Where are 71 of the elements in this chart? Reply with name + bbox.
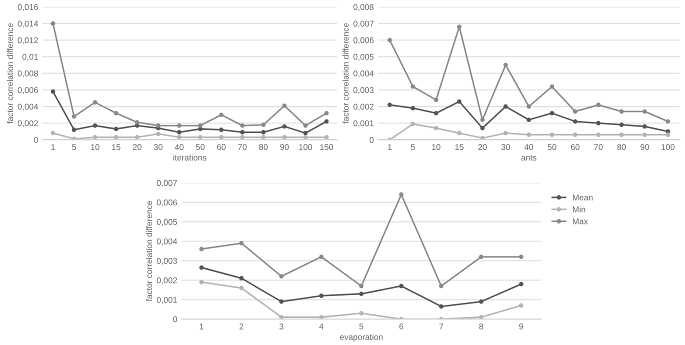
x-tick-label: 1 <box>200 324 204 330</box>
x-tick-label: 5 <box>72 144 76 150</box>
x-tick-label: 90 <box>640 144 650 150</box>
x-tick-label: 20 <box>478 144 487 150</box>
x-tick-label: 60 <box>570 144 580 150</box>
x-tick-label: 10 <box>91 144 100 150</box>
y-tick-label: 0,003 <box>156 258 177 265</box>
y-tick-label: 0,005 <box>353 54 374 61</box>
x-tick-label: 80 <box>617 144 626 150</box>
x-tick-label: 2 <box>240 324 244 330</box>
y-tick-label: 0,012 <box>18 37 38 44</box>
y-axis-title: factor correlation difference <box>6 23 14 124</box>
x-tick-label: 5 <box>359 324 364 330</box>
y-tick-label: 0,004 <box>156 238 178 246</box>
y-tick-label: 0,002 <box>18 120 38 128</box>
legend-label: Min <box>572 206 586 212</box>
x-tick-label: 80 <box>259 144 268 150</box>
x-tick-label: 30 <box>501 144 510 150</box>
y-tick-label: 0,007 <box>353 20 374 28</box>
y-tick-label: 0,007 <box>156 180 177 187</box>
y-axis-title: factor correlation difference <box>342 23 349 124</box>
x-tick-label: 15 <box>112 144 120 150</box>
x-tick-label: 20 <box>132 144 142 150</box>
x-tick-label: 70 <box>238 144 247 150</box>
x-tick-label: 8 <box>479 324 484 330</box>
x-tick-label: 90 <box>280 144 289 150</box>
y-tick-label: 0,001 <box>353 120 374 128</box>
y-tick-label: 0,016 <box>18 4 38 11</box>
y-tick-label: 0,006 <box>156 200 177 206</box>
x-tick-label: 9 <box>519 324 524 330</box>
x-tick-label: 7 <box>439 324 444 330</box>
x-tick-label: 6 <box>399 324 404 330</box>
y-tick-label: 0,002 <box>353 104 374 111</box>
legend-label: Max <box>572 218 588 224</box>
legend-label: Mean <box>572 194 593 200</box>
x-tick-label: 3 <box>279 324 284 330</box>
x-tick-label: 40 <box>174 144 184 150</box>
y-tick-label: 0 <box>370 136 374 143</box>
y-tick-label: 0,001 <box>156 296 177 304</box>
x-axis-title: ants <box>521 155 536 161</box>
x-axis-title: evaporation <box>340 334 383 342</box>
y-tick-label: 0,006 <box>18 87 38 94</box>
x-tick-label: 15 <box>455 144 464 150</box>
x-tick-label: 30 <box>154 144 162 150</box>
y-axis-title: factor correlation difference <box>146 200 152 302</box>
x-tick-label: 60 <box>217 144 226 150</box>
x-tick-label: 70 <box>594 144 603 150</box>
y-tick-label: 0,01 <box>22 54 38 61</box>
x-tick-label: 4 <box>319 324 324 330</box>
y-tick-label: 0,008 <box>18 70 38 78</box>
x-tick-label: 40 <box>524 144 534 150</box>
x-tick-label: 1 <box>388 144 392 150</box>
x-tick-label: 100 <box>662 144 675 150</box>
x-tick-label: 100 <box>299 144 312 150</box>
x-axis-title: iterations <box>173 154 206 161</box>
x-tick-label: 50 <box>548 144 556 150</box>
y-tick-label: 0,004 <box>18 104 38 111</box>
x-tick-label: 10 <box>432 144 440 150</box>
y-tick-label: 0,002 <box>156 277 177 284</box>
y-tick-label: 0,004 <box>353 70 374 78</box>
y-tick-label: 0,006 <box>353 37 374 44</box>
x-tick-label: 150 <box>320 144 334 150</box>
x-tick-label: 1 <box>51 144 55 150</box>
y-tick-label: 0,014 <box>18 20 38 28</box>
y-tick-label: 0,003 <box>353 87 374 94</box>
y-tick-label: 0 <box>173 316 178 322</box>
y-tick-label: 0,005 <box>156 218 178 226</box>
y-tick-label: 0 <box>34 136 38 143</box>
x-tick-label: 5 <box>410 144 415 150</box>
y-tick-label: 0,008 <box>353 4 374 11</box>
x-tick-label: 50 <box>196 144 205 150</box>
